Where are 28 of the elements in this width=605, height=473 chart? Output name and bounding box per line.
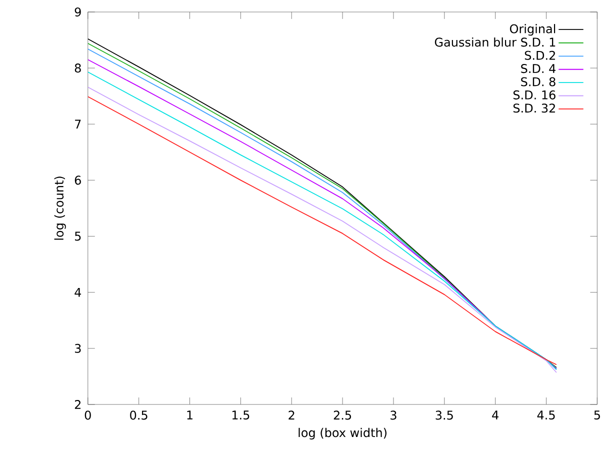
x-tick-label: 1.5: [232, 410, 250, 420]
legend-label: S.D. 16: [513, 90, 556, 100]
x-tick-label: 3: [390, 410, 396, 420]
x-tick-label: 2: [288, 410, 294, 420]
x-tick-label: 3.5: [436, 410, 453, 420]
legend-label: S.D.2: [524, 50, 555, 60]
legend-label: S.D. 8: [521, 77, 556, 86]
y-tick-label: 6: [74, 175, 81, 185]
y-tick-label: 2: [74, 400, 80, 409]
y-tick-label: 8: [74, 63, 81, 72]
y-tick-label: 9: [74, 7, 81, 16]
y-axis-title: log (count): [54, 176, 66, 240]
x-tick-label: 5: [594, 410, 600, 420]
y-tick-label: 3: [74, 344, 81, 353]
x-tick-label: 4.5: [537, 410, 555, 420]
x-tick-label: 1: [187, 410, 192, 420]
x-tick-label: 0.5: [130, 410, 148, 420]
y-tick-label: 5: [74, 232, 81, 241]
x-axis-title: log (box width): [298, 428, 386, 440]
legend-label: Gaussian blur S.D. 1: [434, 37, 556, 47]
y-tick-label: 4: [74, 288, 82, 297]
legend-label: S.D. 32: [513, 103, 555, 112]
x-tick-label: 4: [492, 410, 498, 420]
legend-label: S.D. 4: [521, 64, 556, 73]
legend-label: Original: [510, 24, 556, 36]
x-tick-label: 0: [84, 410, 91, 420]
x-tick-label: 2.5: [334, 410, 352, 420]
y-tick-label: 7: [75, 120, 81, 128]
